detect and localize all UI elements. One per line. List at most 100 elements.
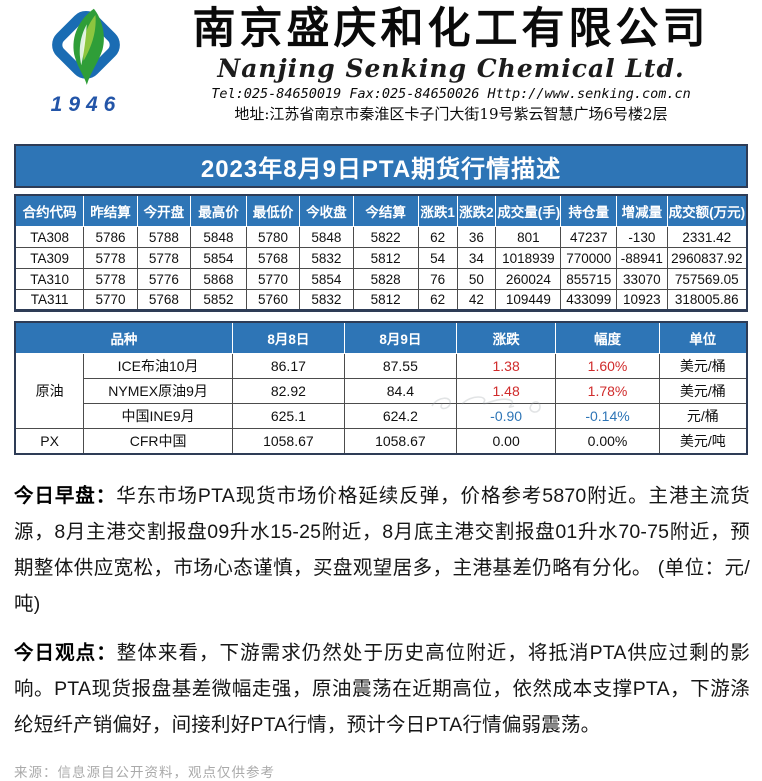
product-group-cell: 原油: [14, 353, 85, 429]
futures-value-cell: 109449: [495, 289, 562, 311]
change-pct-cell: -0.14%: [555, 403, 660, 429]
futures-column-header: 最低价: [245, 194, 301, 227]
futures-value-cell: 5786: [83, 226, 138, 248]
futures-value-cell: 855715: [560, 268, 618, 290]
price-day2-cell: 87.55: [343, 353, 457, 379]
futures-value-cell: 5760: [245, 289, 301, 311]
upstream-column-header: 8月9日: [343, 321, 457, 354]
futures-value-cell: 76: [417, 268, 458, 290]
futures-column-header: 涨跌2: [456, 194, 497, 227]
futures-value-cell: 5768: [136, 289, 192, 311]
futures-value-cell: 5770: [83, 289, 138, 311]
price-day1-cell: 82.92: [231, 378, 345, 404]
futures-value-cell: 42: [456, 289, 497, 311]
futures-value-cell: 801: [495, 226, 562, 248]
futures-value-cell: 260024: [495, 268, 562, 290]
price-day2-cell: 84.4: [343, 378, 457, 404]
upstream-header-row: 品种 8月8日 8月9日 涨跌 幅度 单位: [14, 321, 748, 354]
futures-table-row: TA308 5786 5788 5848 5780 5848 5822 62 36 801 4723…: [14, 226, 748, 248]
company-title-block: 南京盛庆和化工有限公司 Nanjing Senking Chemical Ltd…: [140, 4, 762, 124]
unit-cell: 美元/吨: [658, 428, 748, 455]
futures-value-cell: 5828: [352, 268, 419, 290]
futures-value-cell: -130: [616, 226, 668, 248]
unit-cell: 美元/桶: [658, 378, 748, 404]
company-logo-block: 1946: [38, 8, 134, 117]
futures-column-header: 成交额(万元): [666, 194, 748, 227]
futures-column-header: 合约代码: [14, 194, 85, 227]
futures-value-cell: 5854: [299, 268, 354, 290]
company-logo-icon: [42, 8, 130, 92]
upstream-column-header: 涨跌: [455, 321, 557, 354]
futures-value-cell: 2331.42: [666, 226, 748, 248]
futures-value-cell: 2960837.92: [666, 247, 748, 269]
price-day2-cell: 624.2: [343, 403, 457, 429]
report-title-banner: 2023年8月9日PTA期货行情描述: [14, 144, 748, 188]
price-day1-cell: 86.17: [231, 353, 345, 379]
upstream-table-row: 中国INE9月 625.1 624.2 -0.90 -0.14% 元/桶: [15, 403, 748, 429]
company-name-cn: 南京盛庆和化工有限公司: [192, 4, 710, 54]
unit-cell: 美元/桶: [658, 353, 748, 379]
change-pct-cell: 1.60%: [555, 353, 660, 379]
upstream-table-row: 原油 ICE布油10月 86.17 87.55 1.38 1.60% 美元/桶: [14, 353, 748, 429]
futures-column-header: 今结算: [352, 194, 419, 227]
upstream-table-row: PX CFR中国 1058.67 1058.67 0.00 0.00% 美元/吨: [14, 428, 748, 455]
contract-code-cell: TA310: [14, 268, 85, 290]
price-day1-cell: 1058.67: [231, 428, 345, 455]
change-pct-cell: 1.78%: [555, 378, 660, 404]
contract-code-cell: TA309: [14, 247, 85, 269]
futures-value-cell: 5778: [83, 268, 138, 290]
futures-value-cell: 5768: [245, 247, 301, 269]
futures-value-cell: 5848: [190, 226, 247, 248]
futures-value-cell: 770000: [560, 247, 618, 269]
futures-value-cell: 5832: [299, 247, 354, 269]
futures-value-cell: -88941: [616, 247, 668, 269]
futures-column-header: 持仓量: [560, 194, 618, 227]
futures-value-cell: 5778: [83, 247, 138, 269]
unit-cell: 元/桶: [658, 403, 748, 429]
view-commentary-text: 整体来看，下游需求仍然处于历史高位附近，将抵消PTA供应过剩的影响。PTA现货报…: [14, 642, 750, 736]
upstream-column-header: 8月8日: [231, 321, 345, 354]
futures-value-cell: 47237: [560, 226, 618, 248]
logo-year-text: 1946: [50, 93, 122, 116]
change-cell: 1.38: [455, 353, 557, 379]
futures-value-cell: 62: [417, 289, 458, 311]
futures-header-row: 合约代码 昨结算 今开盘 最高价 最低价 今收盘 今结算 涨跌1 涨跌2 成交量(手) 持仓量 增减量…: [14, 194, 748, 227]
futures-table: 合约代码 昨结算 今开盘 最高价 最低价 今收盘 今结算 涨跌1 涨跌2 成交量(手) 持仓量 增减量…: [14, 194, 748, 312]
product-name-cell: NYMEX原油9月: [83, 378, 233, 404]
futures-column-header: 最高价: [190, 194, 247, 227]
change-pct-cell: 0.00%: [555, 428, 660, 455]
futures-value-cell: 5854: [190, 247, 247, 269]
futures-value-cell: 10923: [616, 289, 668, 311]
change-cell: 0.00: [455, 428, 557, 455]
futures-column-header: 昨结算: [83, 194, 138, 227]
futures-value-cell: 36: [456, 226, 497, 248]
futures-value-cell: 5780: [245, 226, 301, 248]
futures-value-cell: 318005.86: [666, 289, 748, 311]
upstream-table: 品种 8月8日 8月9日 涨跌 幅度 单位 原油 ICE布油10月 86.17 87.55 1.38…: [14, 321, 748, 455]
futures-value-cell: 5812: [352, 289, 419, 311]
morning-commentary: 今日早盘：华东市场PTA现货市场价格延续反弹，价格参考5870附近。主港主流货源…: [14, 478, 750, 622]
futures-column-header: 增减量: [616, 194, 668, 227]
view-commentary-label: 今日观点：: [14, 642, 117, 664]
upstream-column-header: 单位: [658, 321, 748, 354]
contract-code-cell: TA308: [14, 226, 85, 248]
futures-value-cell: 50: [456, 268, 497, 290]
futures-value-cell: 5868: [190, 268, 247, 290]
company-header: 1946 南京盛庆和化工有限公司 Nanjing Senking Chemica…: [0, 0, 762, 138]
product-name-cell: ICE布油10月: [83, 353, 233, 379]
product-name-cell: 中国INE9月: [83, 403, 233, 429]
futures-value-cell: 54: [417, 247, 458, 269]
futures-table-row: TA310 5778 5776 5868 5770 5854 5828 76 50 260024 8…: [14, 268, 748, 290]
futures-value-cell: 1018939: [495, 247, 562, 269]
source-disclaimer: 来源：信息源自公开资料，观点仅供参考: [14, 765, 275, 780]
change-cell: 1.48: [455, 378, 557, 404]
futures-value-cell: 5778: [136, 247, 192, 269]
futures-value-cell: 5848: [299, 226, 354, 248]
futures-table-row: TA311 5770 5768 5852 5760 5832 5812 62 42 109449 4…: [14, 289, 748, 311]
futures-column-header: 今开盘: [136, 194, 192, 227]
futures-column-header: 今收盘: [299, 194, 354, 227]
futures-value-cell: 757569.05: [666, 268, 748, 290]
product-name-cell: CFR中国: [83, 428, 233, 455]
view-commentary: 今日观点：整体来看，下游需求仍然处于历史高位附近，将抵消PTA供应过剩的影响。P…: [14, 635, 750, 743]
change-cell: -0.90: [455, 403, 557, 429]
